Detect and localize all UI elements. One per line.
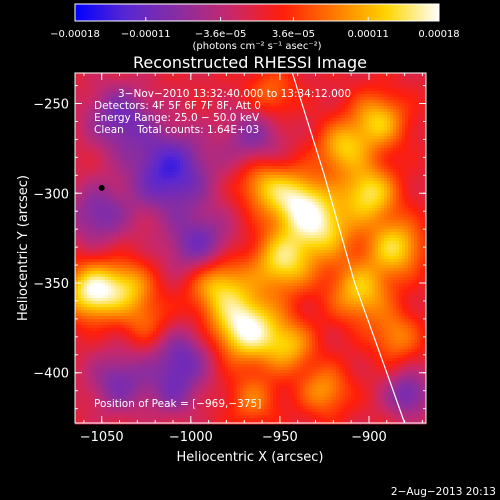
plot-frame <box>74 72 427 424</box>
x-tick-label: −950 <box>262 430 298 445</box>
limb-line <box>291 72 406 424</box>
x-tick-label: −900 <box>351 430 387 445</box>
colorbar-tick-label: 3.6e−05 <box>272 29 315 40</box>
minimum-dot <box>98 184 105 191</box>
solar-limb-curve <box>291 72 406 424</box>
x-tick-label: −1000 <box>169 430 213 445</box>
heatmap-image <box>75 73 427 425</box>
x-axis: −1050 −1000 −950 −900 <box>80 73 423 445</box>
colorbar-gradient <box>74 3 440 22</box>
annotation-detectors: Detectors: 4F 5F 6F 7F 8F, Att 0 <box>94 100 261 112</box>
annotation-energy-range: Energy Range: 25.0 − 50.0 keV <box>94 112 260 124</box>
colorbar-tick-label: 0.00018 <box>418 29 459 40</box>
y-axis-label: Heliocentric Y (arcsec) <box>16 175 31 321</box>
colorbar-units-label: (photons cm⁻² s⁻¹ asec⁻²) <box>192 41 321 52</box>
colorbar-tick-label: −0.00018 <box>50 29 100 40</box>
annotation-block: 3−Nov−2010 13:32:40.000 to 13:34:12.000 … <box>94 88 351 410</box>
y-axis: −250 −300 −350 −400 <box>33 85 426 410</box>
colorbar: −0.00018 −0.00011 −3.6e−05 3.6e−05 0.00011 0.… <box>50 3 460 52</box>
colorbar-tick-label: 0.00011 <box>348 29 389 40</box>
x-axis-label: Heliocentric X (arcsec) <box>177 450 324 465</box>
footer-date: 2−Aug−2013 20:13 <box>391 486 496 498</box>
chart-title: Reconstructed RHESSI Image <box>133 53 367 72</box>
y-tick-label: −250 <box>33 98 69 113</box>
colorbar-tick-label: −0.00011 <box>121 29 171 40</box>
y-tick-label: −400 <box>33 367 69 382</box>
y-tick-label: −350 <box>33 277 69 292</box>
annotation-time-range: 3−Nov−2010 13:32:40.000 to 13:34:12.000 <box>118 88 351 100</box>
annotation-peak-position: Position of Peak = [−969,−375] <box>94 398 261 410</box>
x-tick-label: −1050 <box>80 430 124 445</box>
colorbar-tick-label: −3.6e−05 <box>195 29 247 40</box>
annotation-clean-counts: Clean Total counts: 1.64E+03 <box>94 124 259 136</box>
y-tick-label: −300 <box>33 187 69 202</box>
